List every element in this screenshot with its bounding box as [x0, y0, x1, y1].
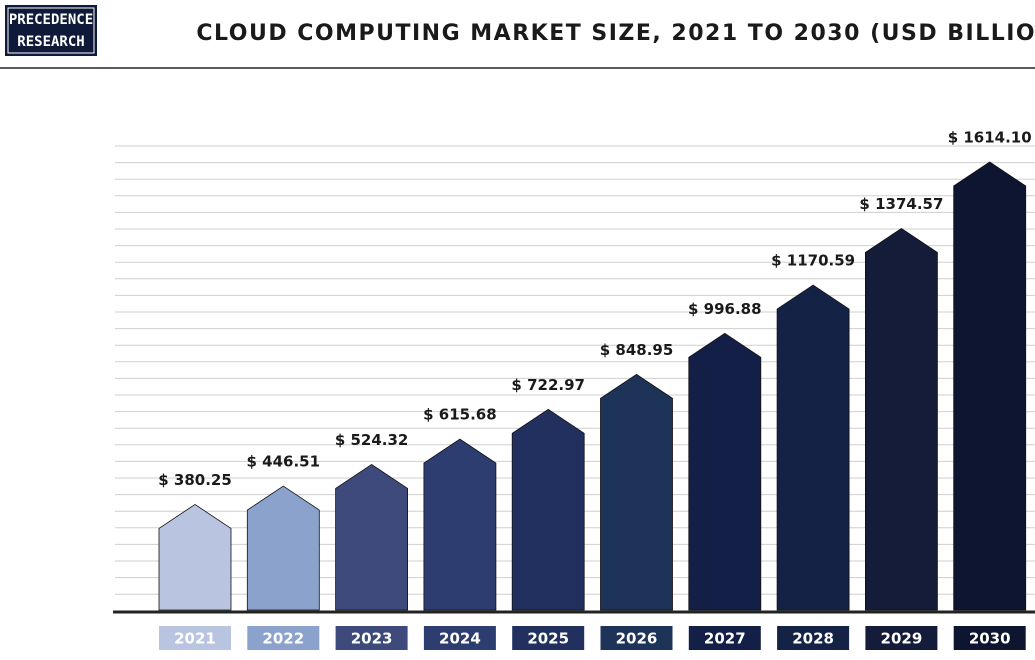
logo-text: RESEARCH: [17, 34, 84, 50]
x-tick-label: 2029: [881, 630, 923, 648]
x-tick-label: 2027: [704, 630, 746, 648]
bar: [688, 332, 762, 611]
category-box: [865, 626, 938, 650]
category-box: [159, 626, 231, 650]
logo-border: [7, 7, 95, 54]
value-label: $ 848.95: [600, 341, 674, 359]
category-box: [335, 626, 408, 650]
logo-box: [5, 5, 97, 56]
x-tick-label: 2021: [174, 630, 216, 648]
value-label: $ 996.88: [688, 300, 762, 318]
category-box: [423, 626, 496, 650]
value-label: $ 1170.59: [771, 252, 855, 270]
x-tick-label: 2025: [527, 630, 569, 648]
x-tick-label: 2024: [439, 630, 481, 648]
bar: [865, 228, 938, 611]
bar: [423, 438, 497, 611]
logo-text: PRECEDENCE: [9, 12, 93, 28]
bar: [335, 463, 408, 611]
x-tick-label: 2030: [969, 630, 1011, 648]
x-tick-label: 2026: [616, 630, 658, 648]
category-box: [512, 626, 585, 650]
value-label: $ 446.51: [247, 453, 321, 471]
value-label: $ 380.25: [158, 471, 232, 489]
category-box: [600, 626, 673, 650]
category-box: [953, 626, 1026, 650]
x-tick-label: 2022: [262, 630, 304, 648]
bar: [600, 373, 673, 611]
value-label: $ 722.97: [511, 376, 585, 394]
value-label: $ 615.68: [423, 406, 497, 424]
value-label: $ 1614.10: [948, 129, 1032, 147]
bar: [511, 408, 585, 611]
x-tick-label: 2028: [792, 630, 834, 648]
bar: [953, 161, 1027, 611]
category-box: [688, 626, 761, 650]
category-box: [777, 626, 850, 650]
chart-title: CLOUD COMPUTING MARKET SIZE, 2021 TO 203…: [196, 21, 1035, 46]
bar: [246, 485, 320, 611]
value-label: $ 524.32: [335, 431, 409, 449]
bar: [158, 503, 232, 611]
bar: [776, 284, 850, 611]
category-box: [247, 626, 320, 650]
x-tick-label: 2023: [351, 630, 393, 648]
value-label: $ 1374.57: [859, 195, 943, 213]
